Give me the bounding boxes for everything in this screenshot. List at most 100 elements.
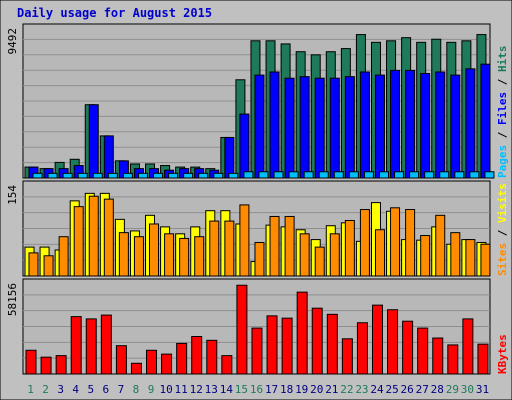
legend-entry-pages: Pages (496, 145, 509, 178)
bar-files (359, 71, 370, 179)
bar-kbytes (25, 349, 37, 375)
x-tick-label: 1 (27, 383, 34, 396)
bar-kbytes (477, 343, 489, 375)
bar-files (284, 77, 295, 179)
bar-sites (269, 215, 280, 277)
bar-pages (454, 171, 465, 179)
bar-sites (149, 223, 160, 277)
bar-kbytes (40, 356, 52, 375)
bar-pages (378, 171, 389, 179)
x-tick-label: 5 (87, 383, 94, 396)
bar-sites (450, 232, 461, 277)
bar-pages (409, 171, 420, 179)
bar-files (254, 74, 265, 179)
bar-pages (424, 171, 435, 179)
bar-pages (47, 172, 58, 179)
bar-pages (484, 171, 495, 179)
legend-separator: / (496, 223, 509, 243)
x-tick-label: 31 (476, 383, 489, 396)
bar-files (329, 77, 340, 179)
bar-files (480, 63, 491, 179)
bar-pages (107, 172, 118, 179)
x-tick-label: 23 (355, 383, 368, 396)
x-tick-label: 21 (325, 383, 338, 396)
bar-kbytes (417, 327, 429, 375)
bar-sites (118, 232, 129, 277)
bar-kbytes (281, 317, 293, 375)
x-tick-label: 25 (385, 383, 398, 396)
x-tick-label: 8 (133, 383, 140, 396)
bar-pages (258, 171, 269, 179)
bar-pages (363, 171, 374, 179)
bar-kbytes (236, 284, 248, 375)
panel-requests: 9492 Pages / Files / Hits (6, 23, 509, 179)
bar-pages (137, 172, 148, 179)
bar-sites (28, 252, 39, 277)
bar-sites (224, 220, 235, 277)
bar-files (314, 77, 325, 179)
bar-pages (32, 172, 43, 179)
bar-kbytes (447, 344, 459, 375)
x-tick-label: 14 (220, 383, 234, 396)
x-tick-label: 16 (250, 383, 263, 396)
legend-entry-kbytes: KBytes (496, 334, 509, 374)
bar-pages (62, 172, 73, 179)
panel-legend: KBytes (496, 334, 509, 374)
bar-kbytes (387, 309, 399, 375)
x-tick-label: 15 (235, 383, 248, 396)
x-tick-label: 4 (72, 383, 79, 396)
bar-pages (348, 171, 359, 179)
panel-legend: Sites / Visits (496, 183, 509, 276)
x-tick-label: 7 (118, 383, 125, 396)
x-tick-label: 19 (295, 383, 308, 396)
bar-pages (288, 171, 299, 179)
bar-pages (213, 172, 224, 179)
x-tick-label: 17 (265, 383, 278, 396)
x-axis-day-labels: 1 2 3 4 5 6 7 8 9 10 11 12 13 14 15 16 17 18 19 20 21 22 23 24 2… (27, 383, 489, 396)
y-max-tick-label: 154 (6, 185, 19, 205)
bar-sites (103, 198, 114, 277)
bar-pages (333, 171, 344, 179)
bar-sites (43, 255, 54, 277)
bar-files (374, 74, 385, 179)
bar-kbytes (311, 307, 323, 375)
bar-kbytes (402, 320, 414, 375)
bar-pages (469, 171, 480, 179)
bar-files (299, 76, 310, 179)
bar-files (390, 69, 401, 179)
x-tick-label: 22 (340, 383, 353, 396)
legend-entry-files: Files (496, 92, 509, 125)
bar-pages (439, 171, 450, 179)
legend-entry-sites: Sites (496, 243, 509, 276)
bar-pages (122, 172, 133, 179)
legend-separator: / (496, 125, 509, 145)
bar-kbytes (251, 327, 263, 375)
bar-files (420, 73, 431, 179)
bar-sites (284, 215, 295, 277)
bar-pages (228, 172, 239, 179)
bar-kbytes (55, 355, 67, 375)
bar-sites (299, 233, 310, 277)
bar-pages (273, 171, 284, 179)
bar-kbytes (206, 339, 218, 375)
chart-title: Daily usage for August 2015 (17, 6, 212, 20)
bar-kbytes (191, 336, 203, 375)
bar-kbytes (176, 342, 188, 375)
x-tick-label: 3 (57, 383, 64, 396)
bar-files (239, 113, 250, 179)
bar-sites (254, 241, 265, 277)
x-tick-label: 18 (280, 383, 293, 396)
bar-pages (183, 172, 194, 179)
bar-kbytes (146, 349, 158, 375)
y-max-tick-label: 58156 (6, 283, 19, 316)
bar-kbytes (161, 353, 173, 375)
panel-bytes: 58156 KBytes (6, 278, 509, 375)
bar-files (103, 135, 114, 179)
bar-sites (420, 235, 431, 277)
bar-sites (359, 209, 370, 277)
bar-sites (465, 239, 476, 277)
bar-kbytes (462, 318, 474, 375)
bar-sites (314, 246, 325, 277)
bar-sites (239, 204, 250, 277)
